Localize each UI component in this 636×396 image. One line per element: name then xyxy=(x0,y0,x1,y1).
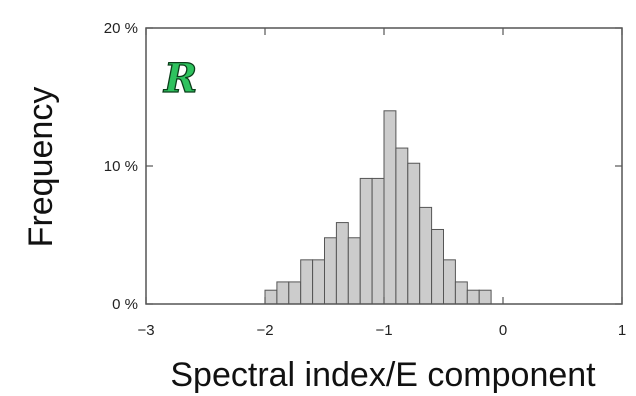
histogram-bar xyxy=(395,147,409,305)
panel-label: R xyxy=(163,55,197,102)
histogram-bar xyxy=(300,259,314,305)
histogram-bar xyxy=(431,228,445,305)
histogram-bar xyxy=(383,110,397,305)
x-tick-label: 1 xyxy=(618,322,626,339)
histogram-bar xyxy=(478,289,492,305)
histogram-bar xyxy=(454,281,468,305)
y-tick-label: 10 % xyxy=(104,158,138,175)
y-tick-label: 20 % xyxy=(104,20,138,37)
histogram-bar xyxy=(466,289,480,305)
y-axis-label: Frequency xyxy=(22,87,60,248)
histogram-bar xyxy=(324,237,337,305)
histogram-bar xyxy=(264,289,278,305)
histogram-bar xyxy=(335,222,349,305)
histogram-bar xyxy=(288,281,302,305)
histogram-bar xyxy=(359,177,373,305)
histogram-bar xyxy=(419,206,433,305)
histogram-bars xyxy=(264,110,492,305)
y-tick-label: 0 % xyxy=(112,296,138,313)
histogram-bar xyxy=(371,177,385,305)
histogram-bar xyxy=(347,237,361,305)
x-axis-ticks: −3 −2 −1 0 1 xyxy=(137,28,626,339)
histogram-bar xyxy=(443,259,456,305)
y-axis-ticks: 0 % 10 % 20 % xyxy=(104,20,622,313)
histogram-bar xyxy=(312,259,326,305)
x-tick-label: −3 xyxy=(137,322,154,339)
histogram-bar xyxy=(276,281,290,305)
x-axis-label: Spectral index/E component xyxy=(170,356,596,394)
x-tick-label: 0 xyxy=(499,322,507,339)
x-tick-label: −2 xyxy=(256,322,273,339)
x-tick-label: −1 xyxy=(375,322,392,339)
histogram-bar xyxy=(407,162,421,305)
